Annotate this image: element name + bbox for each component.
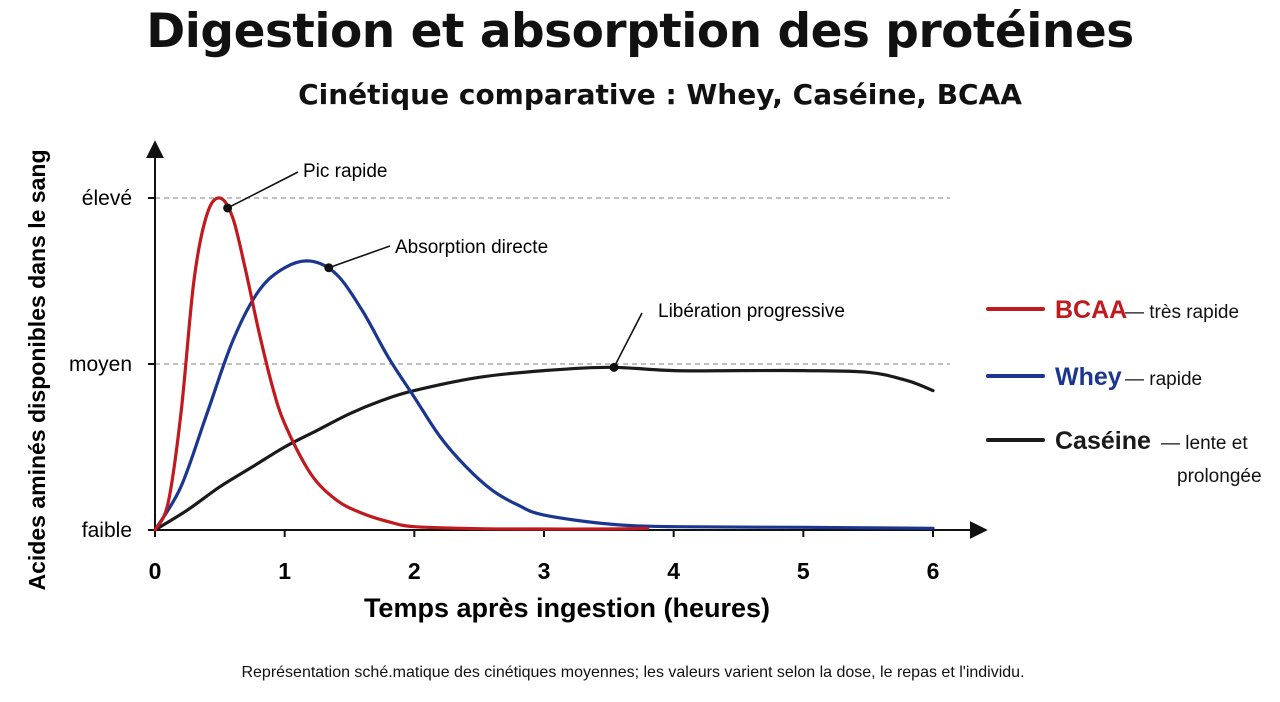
x-tick-label: 2 <box>408 558 421 584</box>
legend-label: BCAA <box>1055 296 1127 324</box>
annotations: Pic rapide Absorption directe Libération p… <box>223 161 845 372</box>
footnote: Représentation sché.matique des cinétiqu… <box>241 664 1025 681</box>
x-tick-label: 6 <box>927 558 940 584</box>
y-tick-label: moyen <box>69 353 132 376</box>
legend-description: — lente et prolongée <box>1161 433 1262 487</box>
annotation-point <box>223 203 233 213</box>
annotation-point <box>609 362 619 372</box>
x-tick-label: 0 <box>149 558 162 584</box>
legend-label: Caséine <box>1055 427 1151 455</box>
y-ticks: faible moyen élevé <box>69 187 155 542</box>
reference-lines <box>155 197 950 365</box>
x-tick-label: 1 <box>278 558 291 584</box>
x-ticks: 0 1 2 3 4 5 6 <box>149 530 940 584</box>
x-tick-label: 3 <box>538 558 551 584</box>
series-line-0 <box>153 196 650 532</box>
legend-description: — très rapide <box>1125 302 1239 323</box>
annotation-label: Pic rapide <box>303 161 388 182</box>
chart-title: Digestion et absorption des protéines <box>146 4 1134 59</box>
series-line-1 <box>153 259 935 532</box>
series-line-2 <box>153 365 935 532</box>
legend: BCAA— très rapide Whey — rapide Caséine — le… <box>986 296 1262 487</box>
legend-label: Whey <box>1055 363 1122 391</box>
y-tick-label: élevé <box>82 187 132 210</box>
annotation-leader <box>227 171 299 209</box>
axes <box>146 140 988 539</box>
annotation-leader <box>328 245 391 269</box>
y-axis-label: Acides aminés disponibles dans le sang <box>24 150 50 591</box>
x-tick-label: 5 <box>797 558 810 584</box>
annotation-point <box>324 263 334 273</box>
annotation-label: Absorption directe <box>395 237 548 258</box>
x-axis-label: Temps après ingestion (heures) <box>364 593 770 623</box>
annotation-leader <box>613 312 643 368</box>
y-tick-label: faible <box>82 519 132 542</box>
legend-description: — rapide <box>1125 369 1202 390</box>
line-chart: 0 1 2 3 4 5 6 faible moyen élevé Pic rapide Absor… <box>24 140 1262 623</box>
annotation-label: Libération progressive <box>658 301 845 322</box>
chart-subtitle: Cinétique comparative : Whey, Caséine, B… <box>298 78 1022 111</box>
series-lines <box>153 196 935 532</box>
x-tick-label: 4 <box>667 558 680 584</box>
